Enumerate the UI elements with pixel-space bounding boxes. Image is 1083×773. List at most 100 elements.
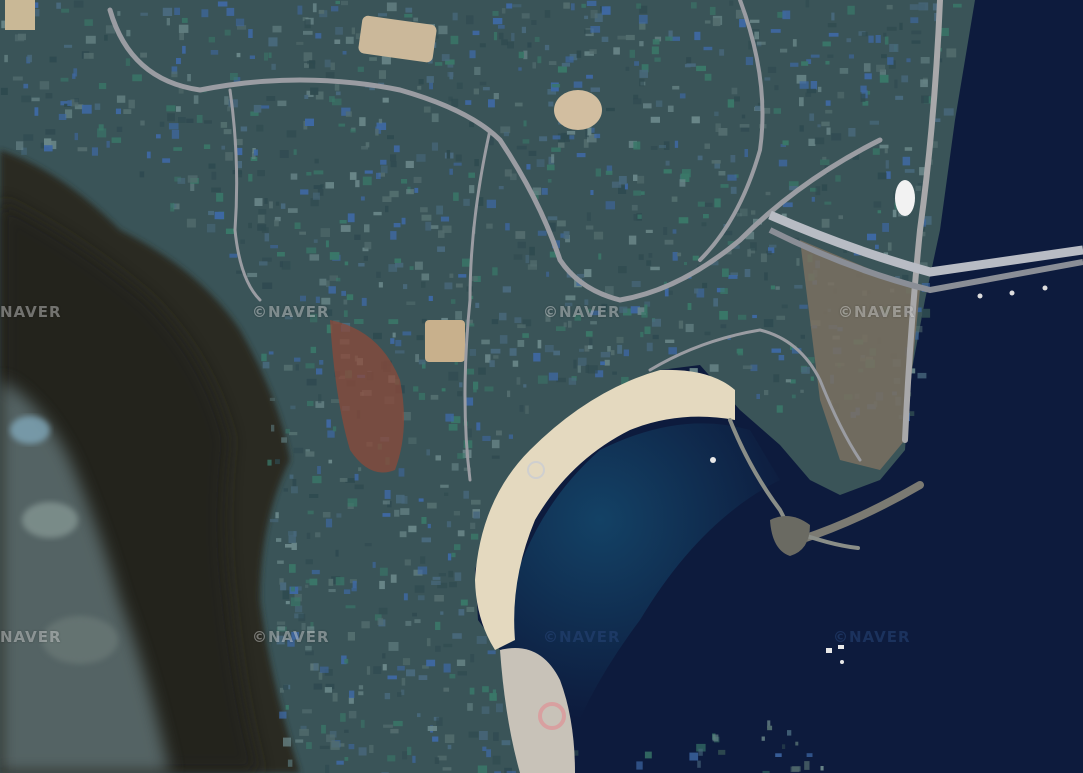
building-roof: [414, 619, 421, 624]
building-roof: [309, 494, 319, 498]
building-roof: [639, 41, 644, 47]
building-roof: [421, 517, 427, 524]
building-roof: [792, 766, 801, 772]
building-roof: [760, 253, 767, 263]
building-roof: [644, 326, 651, 335]
building-roof: [714, 160, 721, 169]
building-roof: [670, 36, 680, 41]
building-roof: [315, 296, 320, 303]
building-roof: [285, 428, 290, 434]
building-roof: [315, 91, 324, 100]
building-roof: [443, 663, 451, 673]
building-roof: [466, 15, 474, 25]
building-roof: [738, 314, 747, 320]
building-roof: [452, 12, 458, 21]
building-roof: [310, 87, 319, 95]
building-roof: [229, 253, 238, 258]
building-roof: [372, 561, 376, 568]
building-roof: [644, 751, 652, 759]
building-roof: [412, 612, 417, 617]
building-roof: [646, 342, 653, 352]
building-roof: [342, 51, 347, 55]
building-roof: [665, 160, 670, 166]
building-roof: [794, 284, 803, 289]
building-roof: [485, 354, 491, 363]
building-roof: [529, 246, 535, 256]
building-roof: [502, 286, 511, 293]
building-roof: [817, 124, 821, 128]
building-roof: [882, 223, 889, 232]
building-roof: [423, 106, 431, 113]
building-roof: [527, 264, 537, 270]
building-roof: [343, 310, 348, 317]
building-roof: [226, 7, 235, 16]
building-roof: [930, 118, 941, 122]
building-roof: [527, 42, 532, 48]
building-roof: [304, 94, 309, 99]
building-roof: [837, 91, 845, 99]
building-roof: [295, 739, 304, 743]
building-roof: [652, 39, 660, 45]
building-roof: [315, 532, 321, 538]
building-roof: [720, 324, 727, 329]
building-roof: [432, 736, 439, 742]
building-roof: [290, 173, 298, 180]
building-roof: [403, 593, 408, 601]
building-roof: [211, 171, 217, 180]
building-roof: [440, 484, 449, 488]
building-roof: [698, 748, 703, 756]
building-roof: [825, 100, 831, 106]
building-roof: [310, 622, 314, 629]
building-roof: [739, 19, 746, 28]
building-roof: [843, 250, 848, 253]
building-roof: [456, 82, 463, 89]
building-roof: [77, 147, 88, 152]
building-roof: [532, 187, 541, 196]
building-roof: [731, 245, 740, 249]
building-roof: [437, 582, 448, 589]
building-roof: [544, 44, 550, 51]
building-roof: [387, 755, 396, 762]
building-roof: [719, 49, 725, 56]
building-roof: [374, 614, 382, 621]
building-roof: [729, 0, 734, 6]
building-roof: [788, 181, 799, 190]
building-roof: [384, 490, 391, 499]
building-roof: [293, 447, 304, 454]
building-roof: [21, 95, 31, 103]
building-roof: [619, 306, 628, 313]
building-roof: [45, 129, 56, 135]
building-roof: [507, 41, 514, 49]
building-roof: [344, 658, 349, 664]
building-roof: [805, 92, 812, 97]
building-roof: [358, 467, 362, 472]
building-roof: [285, 601, 290, 605]
building-roof: [386, 2, 397, 12]
building-roof: [709, 364, 719, 372]
building-roof: [469, 349, 476, 356]
building-roof: [449, 168, 453, 175]
building-roof: [297, 586, 302, 591]
building-roof: [339, 220, 347, 224]
building-roof: [595, 370, 604, 378]
building-roof: [332, 98, 342, 106]
building-roof: [869, 120, 879, 125]
building-roof: [457, 453, 465, 459]
building-roof: [395, 339, 402, 347]
building-roof: [450, 35, 459, 45]
building-roof: [277, 252, 285, 257]
building-roof: [814, 137, 825, 145]
building-roof: [679, 93, 686, 99]
building-roof: [422, 665, 429, 669]
building-roof: [817, 86, 822, 93]
building-roof: [848, 128, 856, 137]
building-roof: [876, 64, 886, 72]
building-roof: [847, 5, 855, 15]
building-roof: [564, 302, 573, 307]
building-roof: [879, 74, 889, 83]
building-roof: [116, 126, 123, 132]
building-roof: [451, 98, 459, 107]
building-roof: [262, 282, 273, 289]
building-roof: [769, 244, 777, 248]
